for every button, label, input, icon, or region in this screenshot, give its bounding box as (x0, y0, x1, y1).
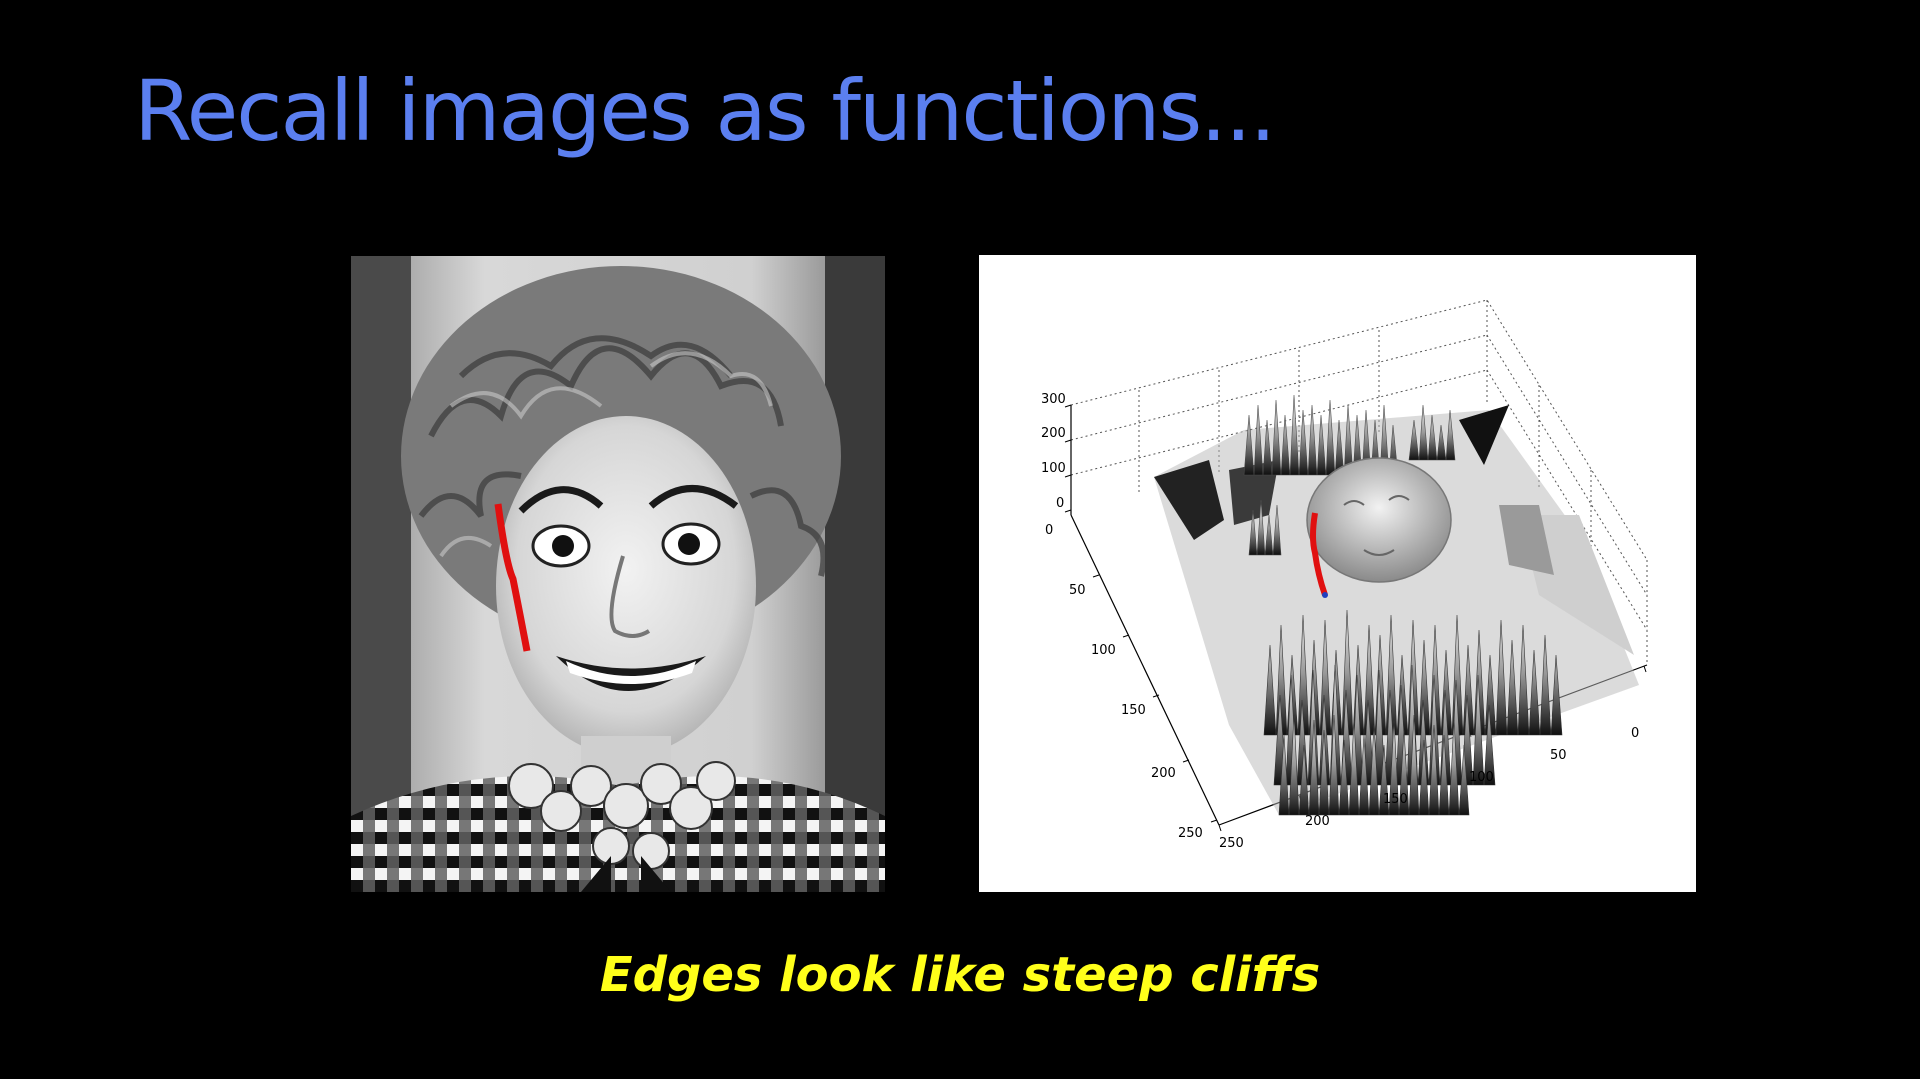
z-tick-label: 100 (1041, 461, 1066, 476)
z-tick-label: 0 (1056, 496, 1064, 511)
y-tick-label: 200 (1151, 766, 1176, 781)
front-spikes (1263, 609, 1563, 816)
edge-marker-line (494, 503, 531, 652)
y-tick-label: 100 (1091, 643, 1116, 658)
slide-caption: Edges look like steep cliffs (599, 947, 1321, 1003)
x-tick-label: 150 (1383, 792, 1408, 807)
y-tick-label: 0 (1045, 523, 1053, 538)
z-tick-label: 200 (1041, 426, 1066, 441)
x-tick-label: 100 (1469, 770, 1494, 785)
plot-tick-labels: 300 200 100 0 0 50 100 150 200 250 250 2… (1041, 392, 1639, 851)
portrait-photo (351, 256, 885, 892)
face-mound (1306, 457, 1452, 583)
x-tick-label: 250 (1219, 836, 1244, 851)
y-tick-label: 250 (1178, 826, 1203, 841)
y-tick-label: 50 (1069, 583, 1086, 598)
surface-plot: 300 200 100 0 0 50 100 150 200 250 250 2… (979, 255, 1696, 892)
portrait-photo-illustration (351, 256, 885, 892)
x-tick-label: 0 (1631, 726, 1639, 741)
surface-edge-marker (1310, 512, 1328, 596)
y-tick-label: 150 (1121, 703, 1146, 718)
slide-title: Recall images as functions... (134, 62, 1276, 160)
x-tick-label: 50 (1550, 748, 1567, 763)
surface-plot-illustration: 300 200 100 0 0 50 100 150 200 250 250 2… (1041, 299, 1648, 851)
x-tick-label: 200 (1305, 814, 1330, 829)
z-tick-label: 300 (1041, 392, 1066, 407)
hair-spikes (1243, 394, 1456, 556)
